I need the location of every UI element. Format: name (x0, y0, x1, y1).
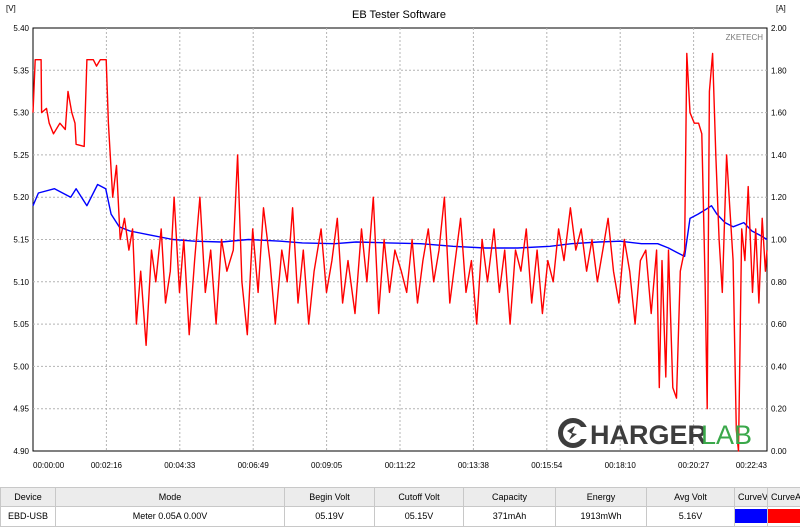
x-tick-label: 00:09:05 (311, 461, 343, 470)
right-axis-unit: [A] (776, 4, 786, 13)
header-mode: Mode (55, 487, 285, 507)
y-right-tick-label: 1.60 (771, 109, 787, 118)
y-right-tick-label: 0.00 (771, 447, 787, 456)
x-tick-label: 00:18:10 (605, 461, 637, 470)
x-tick-label: 00:11:22 (385, 461, 416, 470)
x-tick-label: 00:15:54 (531, 461, 563, 470)
x-tick-label: 00:22:43 (736, 461, 768, 470)
grid (33, 28, 767, 451)
y-left-tick-label: 5.35 (13, 66, 29, 75)
x-tick-label: 00:13:38 (458, 461, 490, 470)
x-tick-label: 00:00:00 (33, 461, 65, 470)
header-energy: Energy (555, 487, 647, 507)
y-left-tick-label: 5.05 (13, 320, 29, 329)
series-curvev-line (32, 183, 768, 258)
y-left-tick-label: 5.00 (13, 362, 29, 371)
chart-title: EB Tester Software (352, 9, 446, 21)
cell-begin-volt: 05.19V (284, 505, 375, 527)
header-capacity: Capacity (463, 487, 556, 507)
y-left-tick-label: 5.30 (13, 109, 29, 118)
cell-device: EBD-USB (0, 505, 56, 527)
cell-cutoff-volt: 05.15V (374, 505, 464, 527)
series-lines (32, 52, 768, 452)
eb-tester-chart: [V] [A] EB Tester Software 5.405.355.305… (6, 4, 788, 470)
y-left-tick-label: 5.15 (13, 236, 29, 245)
curve-v-color-box (735, 509, 767, 524)
header-curve-v: CurveV (734, 487, 768, 507)
y-right-tick-label: 2.00 (771, 24, 787, 33)
header-cutoff-volt: Cutoff Volt (374, 487, 464, 507)
chargerlab-logo-icon (558, 418, 589, 448)
y-right-tick-label: 0.20 (771, 405, 787, 414)
cell-capacity: 371mAh (463, 505, 556, 527)
x-tick-label: 00:04:33 (164, 461, 196, 470)
x-tick-label: 00:20:27 (678, 461, 710, 470)
y-left-tick-label: 5.10 (13, 278, 29, 287)
y-right-tick-label: 1.40 (771, 151, 787, 160)
y-right-tick-label: 1.00 (771, 236, 787, 245)
watermark-left: HARGER (590, 420, 707, 450)
cell-energy: 1913mWh (555, 505, 647, 527)
y-right-tick-label: 1.80 (771, 66, 787, 75)
y-right-tick-label: 0.40 (771, 362, 787, 371)
chargerlab-watermark: HARGER LAB (558, 418, 752, 450)
header-device: Device (0, 487, 56, 507)
watermark-right: LAB (701, 420, 752, 450)
y-right-tick-label: 0.60 (771, 320, 787, 329)
y-left-tick-label: 5.40 (13, 24, 29, 33)
y-left-tick-label: 4.90 (13, 447, 29, 456)
header-curve-a: CurveA (767, 487, 800, 507)
table-header-row: Device Mode Begin Volt Cutoff Volt Capac… (0, 487, 800, 507)
header-begin-volt: Begin Volt (284, 487, 375, 507)
y-left-tick-label: 5.20 (13, 193, 29, 202)
curve-v-swatch[interactable] (734, 505, 768, 527)
left-axis-ticks: 5.40 5.35 5.30 5.25 5.20 5.15 5.10 5.05 5.00 4.95… (13, 24, 29, 456)
y-right-tick-label: 0.80 (771, 278, 787, 287)
x-tick-label: 00:02:16 (91, 461, 123, 470)
y-left-tick-label: 5.25 (13, 151, 29, 160)
series-curvea-line (32, 52, 768, 452)
brand-label: ZKETECH (726, 33, 764, 42)
right-axis-ticks: 2.00 1.80 1.60 1.40 1.20 1.00 0.80 0.60 0.40 0.20… (771, 24, 787, 456)
curve-a-color-box (768, 509, 800, 524)
curve-a-swatch[interactable] (767, 505, 800, 527)
y-left-tick-label: 4.95 (13, 405, 29, 414)
x-tick-label: 00:06:49 (238, 461, 270, 470)
y-right-tick-label: 1.20 (771, 193, 787, 202)
header-avg-volt: Avg Volt (646, 487, 735, 507)
cell-avg-volt: 5.16V (646, 505, 735, 527)
info-table: Device Mode Begin Volt Cutoff Volt Capac… (0, 487, 800, 527)
left-axis-unit: [V] (6, 4, 16, 13)
table-row: EBD-USB Meter 0.05A 0.00V 05.19V 05.15V … (0, 505, 800, 527)
x-axis-ticks: 00:00:00 00:02:16 00:04:33 00:06:49 00:09:05… (33, 461, 768, 470)
cell-mode: Meter 0.05A 0.00V (55, 505, 285, 527)
